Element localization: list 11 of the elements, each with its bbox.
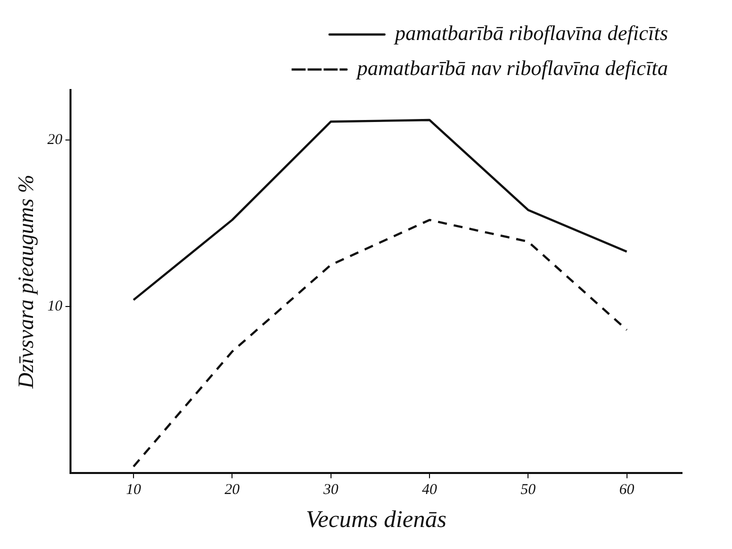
x-tick-label: 10 <box>126 482 142 498</box>
x-tick-label: 30 <box>322 482 339 498</box>
legend-label: pamatbarībā nav riboflavīna deficīta <box>355 56 668 80</box>
x-tick-label: 50 <box>520 482 536 498</box>
legend-label: pamatbarībā riboflavīna deficīts <box>393 21 668 46</box>
x-tick-label: 40 <box>422 482 438 498</box>
x-tick-label: 20 <box>224 482 240 498</box>
x-tick-label: 60 <box>619 482 635 498</box>
y-axis-title: Dzīvsvara pieaugums % <box>12 174 38 390</box>
x-axis-title: Vecums dienās <box>306 506 447 533</box>
line-series <box>132 218 628 468</box>
